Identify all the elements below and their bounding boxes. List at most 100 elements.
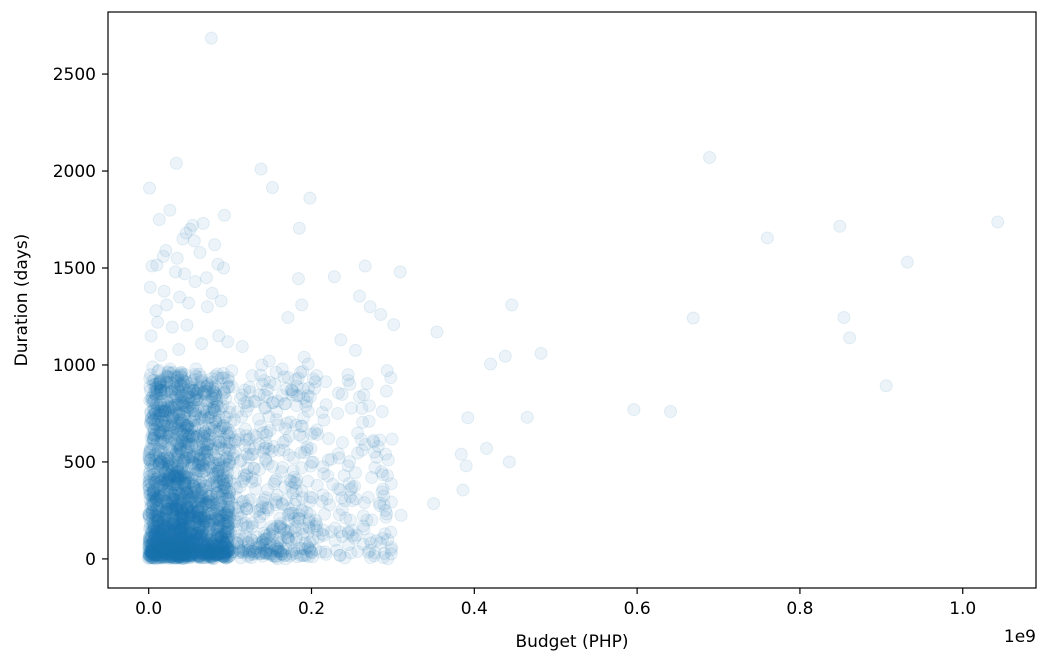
data-point (290, 389, 304, 403)
data-point (179, 544, 193, 558)
data-point (170, 451, 184, 465)
data-point (159, 414, 173, 428)
data-point (154, 526, 168, 540)
data-point (151, 513, 165, 527)
data-point (375, 465, 389, 479)
data-point (262, 442, 276, 456)
data-point (179, 450, 193, 464)
data-point (150, 525, 164, 539)
data-point (155, 401, 169, 415)
data-point (143, 487, 156, 501)
data-point (179, 375, 193, 389)
data-point (328, 521, 342, 535)
data-point (144, 469, 158, 483)
data-point (174, 366, 188, 380)
data-point (175, 533, 189, 547)
data-point (154, 444, 168, 458)
data-point (147, 541, 161, 555)
data-point (172, 512, 186, 526)
data-point (163, 426, 177, 440)
data-point (178, 547, 192, 561)
data-point (170, 444, 184, 458)
data-point (163, 536, 177, 550)
data-point (174, 532, 188, 546)
data-point (217, 477, 231, 491)
data-point (193, 454, 207, 468)
data-point (153, 551, 167, 565)
data-point (286, 464, 300, 478)
data-point (343, 377, 357, 391)
data-point (358, 437, 372, 451)
data-point (178, 477, 192, 491)
data-point (310, 478, 324, 492)
data-point (144, 391, 158, 405)
data-point (151, 315, 165, 329)
data-point (193, 245, 207, 259)
data-point (166, 548, 180, 562)
data-point (163, 527, 177, 541)
data-point (282, 429, 296, 443)
data-point (169, 505, 183, 519)
data-point (154, 377, 168, 391)
data-point (174, 533, 188, 547)
data-point (335, 387, 349, 401)
data-point (168, 544, 182, 558)
data-point (152, 213, 166, 227)
data-point (145, 394, 159, 408)
data-point (268, 377, 282, 391)
data-point (265, 547, 279, 561)
data-point (174, 487, 188, 501)
data-point (163, 470, 177, 484)
data-point (144, 488, 158, 502)
data-point (177, 515, 191, 529)
data-point (151, 417, 165, 431)
data-point (376, 468, 390, 482)
data-point (229, 490, 243, 504)
data-point (166, 417, 180, 431)
data-point (170, 422, 184, 436)
data-point (176, 552, 190, 566)
data-point (172, 547, 186, 561)
data-point (152, 550, 166, 564)
data-point (162, 479, 176, 493)
data-point (177, 377, 191, 391)
data-point (353, 390, 367, 404)
data-point (208, 238, 222, 252)
data-point (165, 432, 179, 446)
data-point (260, 383, 274, 397)
data-point (385, 432, 399, 446)
data-point (179, 519, 193, 533)
data-point (284, 475, 298, 489)
data-point (208, 413, 222, 427)
data-point (198, 426, 212, 440)
data-point (225, 380, 239, 394)
data-point (159, 244, 173, 258)
data-point (151, 544, 165, 558)
data-point (292, 221, 306, 235)
data-point (191, 490, 205, 504)
data-point (170, 540, 184, 554)
data-point (156, 519, 170, 533)
data-point (142, 548, 156, 562)
y-tick-label: 2000 (53, 162, 96, 182)
data-point (176, 547, 190, 561)
data-point (150, 258, 164, 272)
data-point (153, 538, 167, 552)
data-point (295, 298, 309, 312)
data-point (150, 519, 164, 533)
data-point (150, 548, 164, 562)
data-point (176, 547, 190, 561)
data-point (170, 503, 184, 517)
data-point (204, 496, 218, 510)
data-point (170, 470, 184, 484)
data-point (150, 385, 164, 399)
data-point (155, 510, 169, 524)
data-point (341, 459, 355, 473)
data-point (203, 381, 217, 395)
data-point (299, 399, 313, 413)
data-point (353, 289, 367, 303)
data-point (169, 502, 183, 516)
data-point (211, 257, 225, 271)
data-point (377, 498, 391, 512)
data-point (149, 472, 163, 486)
